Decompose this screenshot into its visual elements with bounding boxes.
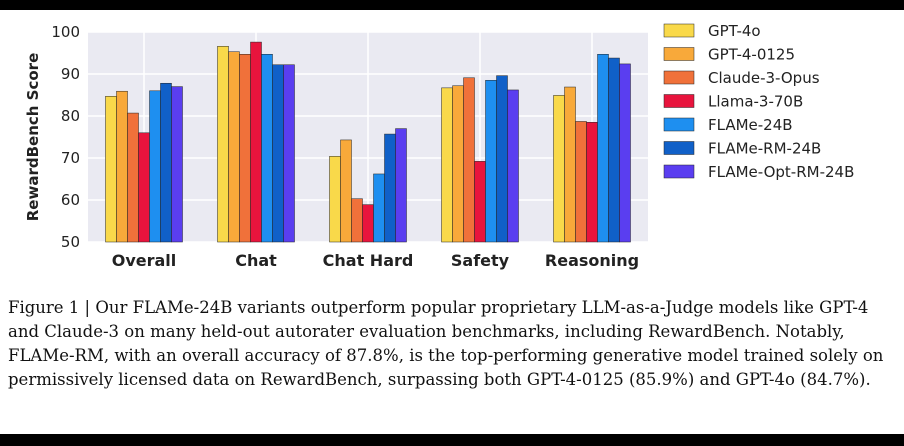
bar: [441, 87, 453, 243]
bar: [149, 90, 161, 243]
bar: [351, 198, 363, 243]
legend-label: Llama-3-70B: [708, 93, 803, 111]
bar: [116, 90, 128, 243]
bar: [340, 139, 352, 243]
legend-label: FLAMe-Opt-RM-24B: [708, 163, 854, 181]
x-tick-label: Chat Hard: [323, 251, 414, 270]
legend-swatch: [663, 70, 695, 85]
bar-chart: 50 60 70 80 90 100 Overall Chat Chat Hard Safety R…: [24, 22, 854, 270]
legend-swatch: [663, 164, 695, 179]
bar: [485, 80, 497, 243]
bar: [261, 54, 273, 243]
bar: [553, 95, 565, 243]
y-tick-label: 70: [61, 149, 80, 167]
legend-label: Claude-3-Opus: [708, 69, 820, 87]
legend-swatch: [663, 141, 695, 155]
y-tick-label: 100: [51, 23, 80, 41]
bar: [586, 122, 598, 243]
bar: [138, 132, 150, 243]
bar: [228, 51, 240, 243]
legend-label: FLAMe-RM-24B: [708, 140, 821, 158]
bar: [395, 128, 407, 243]
x-tick-label: Reasoning: [545, 251, 639, 270]
bar: [160, 82, 172, 243]
bar: [127, 112, 139, 243]
bar: [384, 133, 396, 243]
bar: [373, 173, 385, 243]
legend-label: GPT-4o: [708, 22, 761, 40]
y-tick-label: 60: [61, 191, 80, 209]
y-axis-title: RewardBench Score: [24, 53, 42, 222]
legend-swatch: [663, 94, 695, 108]
bar: [597, 54, 609, 243]
bar: [362, 204, 374, 243]
bar: [496, 75, 508, 243]
figure-page: 50 60 70 80 90 100 Overall Chat Chat Hard Safety R…: [0, 10, 904, 434]
bar: [564, 86, 576, 243]
bar: [283, 64, 295, 243]
legend-swatch: [663, 117, 695, 132]
bar: [507, 89, 519, 243]
bar: [608, 57, 620, 243]
legend-label: FLAMe-24B: [708, 116, 793, 134]
bar: [105, 96, 117, 243]
legend-swatch: [663, 23, 695, 38]
bar: [463, 77, 475, 243]
bar: [250, 41, 262, 243]
y-tick-label: 80: [61, 107, 80, 125]
bar: [575, 121, 587, 243]
bar: [329, 156, 341, 243]
bar: [217, 46, 229, 243]
y-tick-label: 90: [61, 65, 80, 83]
x-tick-label: Safety: [451, 251, 510, 270]
bar: [171, 86, 183, 243]
x-tick-label: Overall: [112, 251, 177, 270]
figure-caption: Figure 1 | Our FLAMe-24B variants outper…: [8, 298, 884, 389]
bar: [619, 63, 631, 243]
legend-label: GPT-4-0125: [708, 46, 795, 64]
bar: [239, 54, 251, 243]
x-tick-label: Chat: [235, 251, 277, 270]
y-tick-label: 50: [61, 233, 80, 251]
legend-swatch: [663, 47, 695, 61]
bar: [272, 64, 284, 243]
bar: [474, 161, 486, 243]
bar: [452, 85, 464, 243]
